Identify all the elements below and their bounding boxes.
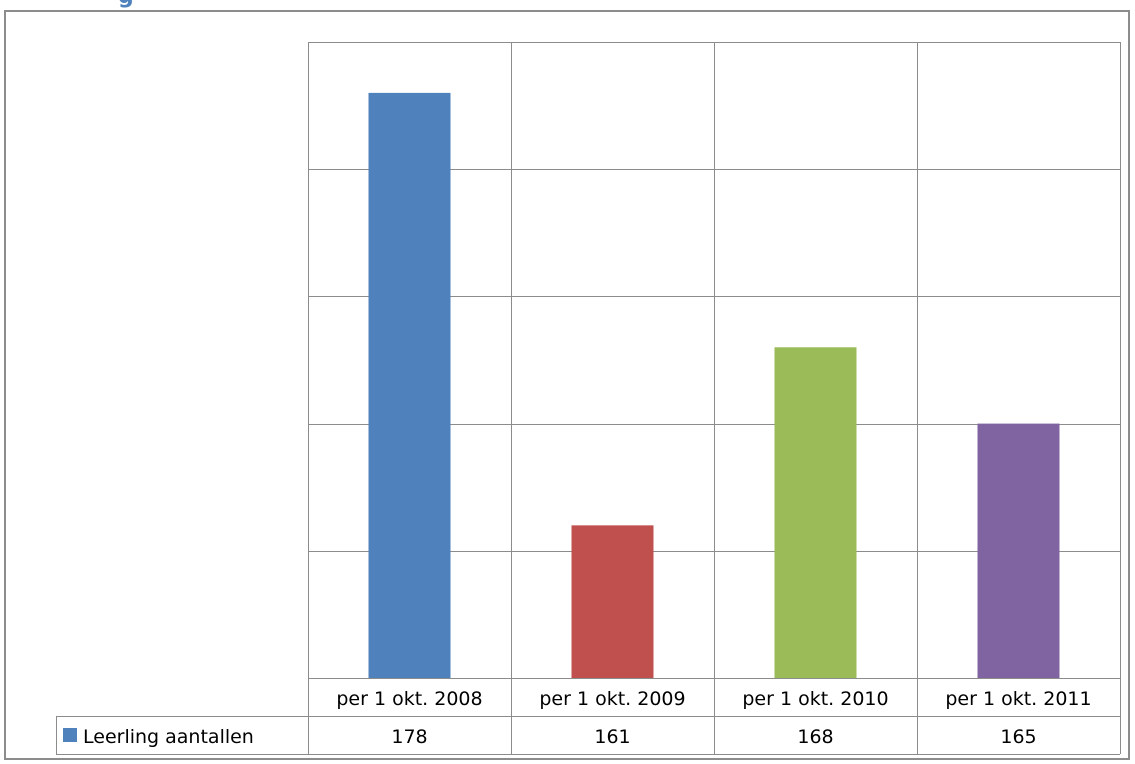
bar-1 (368, 92, 451, 678)
x-tick-label: per 1 okt. 2008 (336, 688, 482, 710)
legend-key (63, 728, 77, 742)
bar-layer (368, 92, 1060, 678)
x-tick-label: per 1 okt. 2009 (539, 688, 685, 710)
data-label: 178 (391, 726, 427, 748)
x-tick-label: per 1 okt. 2010 (742, 688, 888, 710)
bar-3 (774, 347, 857, 678)
data-label: 168 (797, 726, 833, 748)
data-label: 161 (594, 726, 630, 748)
page-heading-fragment: g (118, 0, 134, 10)
data-label: 165 (1000, 726, 1036, 748)
legend-label: Leerling aantallen (83, 726, 254, 748)
x-tick-label: per 1 okt. 2011 (945, 688, 1091, 710)
bar-4 (977, 423, 1060, 678)
bar-2 (571, 525, 654, 678)
grid-layer (308, 42, 1121, 716)
chart-frame (4, 10, 1130, 760)
data-table: per 1 okt. 2008 per 1 okt. 2009 per 1 okt.… (56, 688, 1121, 755)
